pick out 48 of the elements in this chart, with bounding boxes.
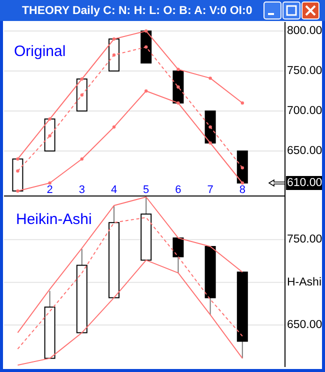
line-series <box>16 89 244 193</box>
line-series <box>16 45 244 173</box>
text: Heikin-Ashi <box>16 211 92 228</box>
x-tick-label: 7 <box>207 184 214 196</box>
point <box>16 189 20 193</box>
x-tick-label: 4 <box>110 184 118 196</box>
point <box>144 45 148 49</box>
point <box>208 141 212 145</box>
x-tick-label: 2 <box>46 184 53 196</box>
point <box>208 125 212 129</box>
point <box>176 68 180 71</box>
y-tick-label: 800.00 <box>287 25 322 37</box>
line-series <box>17 260 243 366</box>
point <box>48 181 52 185</box>
point <box>16 169 20 173</box>
point <box>176 85 180 89</box>
point <box>240 181 244 185</box>
x-tick-label: 3 <box>78 184 85 196</box>
y-tick-label: H-Ashi <box>287 276 322 288</box>
line-series <box>16 29 244 161</box>
point <box>80 77 84 81</box>
point <box>112 53 116 57</box>
y-tick-label: 650.00 <box>287 319 322 332</box>
line-series <box>17 196 243 334</box>
x-tick-label: 8 <box>239 184 246 196</box>
point <box>112 37 116 41</box>
point <box>80 157 84 161</box>
point <box>144 89 148 93</box>
point <box>16 157 20 161</box>
point <box>240 101 244 105</box>
y-tick-label: 700.00 <box>287 105 322 117</box>
point <box>112 125 116 129</box>
candlestick <box>172 237 184 274</box>
point <box>208 76 212 80</box>
point <box>48 117 52 121</box>
x-tick-label: 5 <box>143 184 150 196</box>
point <box>80 93 84 97</box>
y-tick-label: 750.00 <box>287 234 322 246</box>
point <box>240 166 244 170</box>
chart-title: THEORY Daily C: N: H: L: O: B: A: V:0 OI:0 <box>22 5 252 17</box>
annotation: 610.00 <box>287 177 322 189</box>
point <box>48 134 52 138</box>
y-tick-label: 650.00 <box>287 145 322 157</box>
y-tick-label: 750.00 <box>287 65 322 77</box>
point <box>144 29 148 33</box>
x-tick-label: 6 <box>175 184 182 196</box>
point <box>176 101 180 105</box>
text: Original <box>14 43 66 60</box>
